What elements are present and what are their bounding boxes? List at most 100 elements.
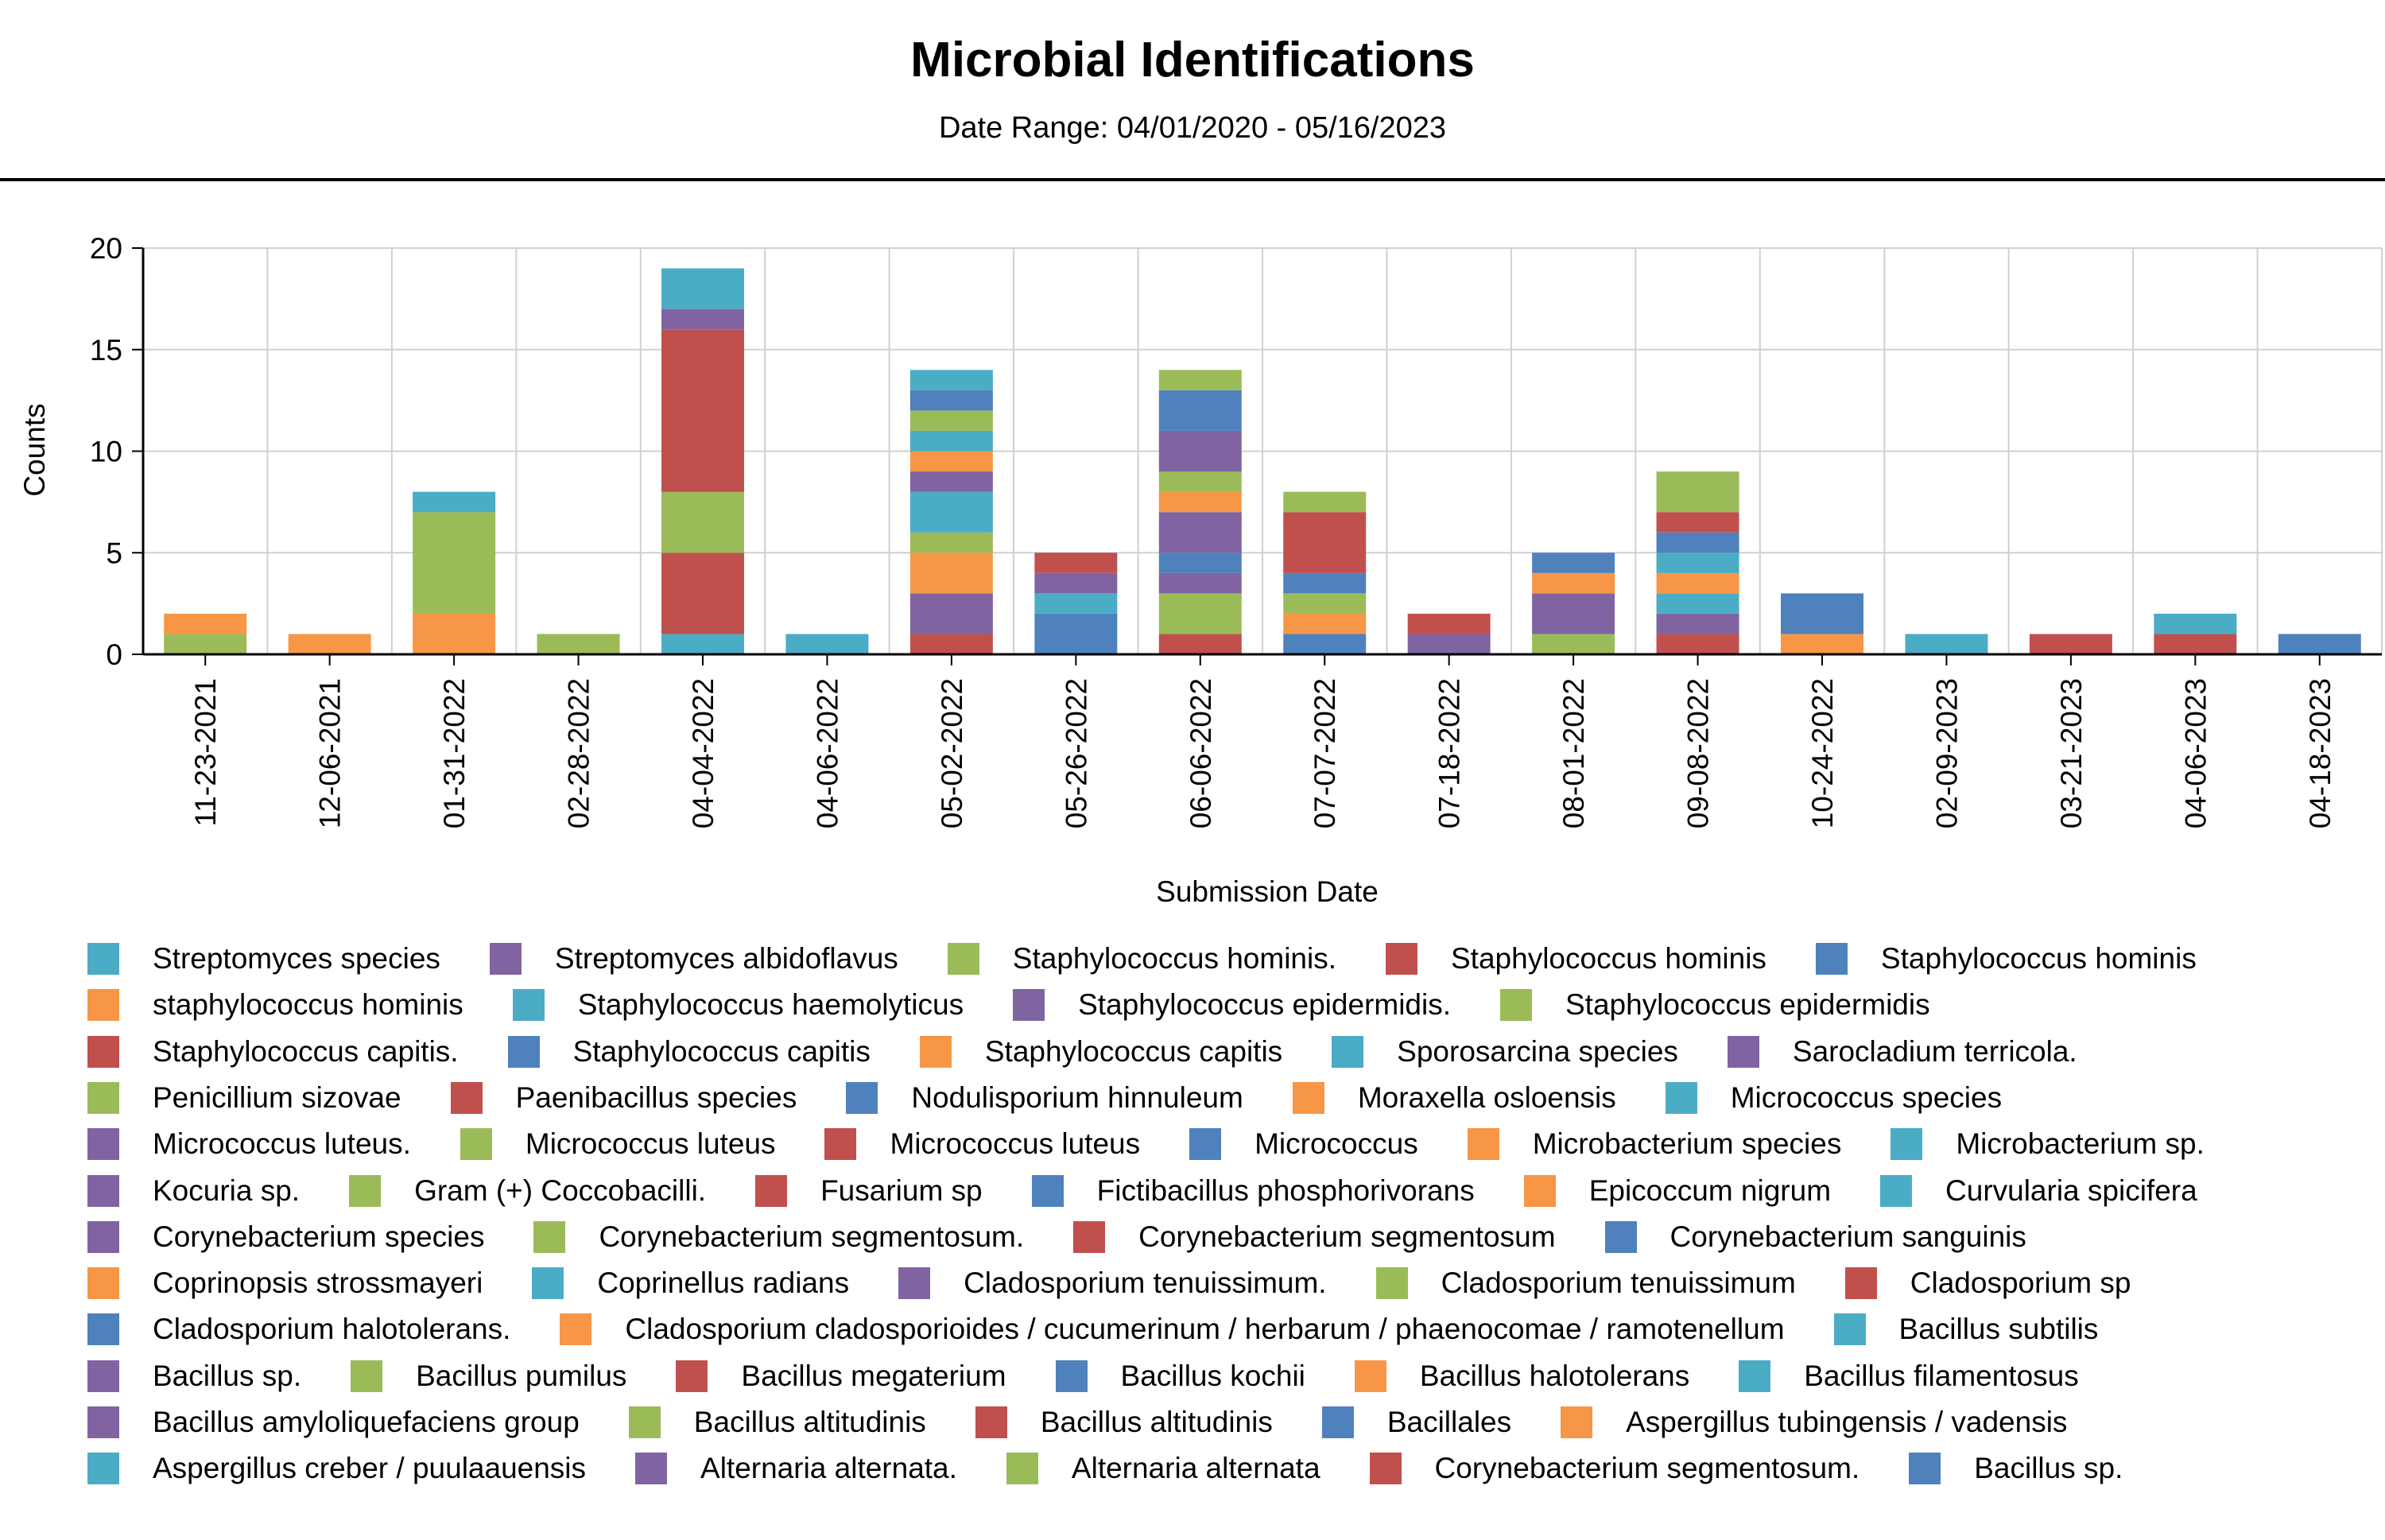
bar-segment — [1656, 512, 1739, 533]
bar-segment — [661, 268, 744, 309]
legend-label: Staphylococcus hominis. — [1012, 942, 1336, 975]
bar-segment — [661, 491, 744, 553]
bar-segment — [2154, 613, 2237, 634]
legend-swatch — [1604, 1221, 1637, 1253]
legend-label: Staphylococcus epidermidis. — [1078, 988, 1451, 1021]
legend-label: Micrococcus luteus. — [153, 1127, 411, 1160]
chart-subtitle: Date Range: 04/01/2020 - 05/16/2023 — [938, 111, 1447, 145]
legend-swatch — [489, 943, 522, 975]
bar-segment — [1283, 634, 1367, 654]
bar-segment — [909, 491, 993, 533]
legend-label: Staphylococcus haemolyticus — [577, 988, 964, 1021]
legend-swatch — [919, 1036, 952, 1068]
legend-swatch — [1499, 989, 1532, 1021]
legend-label: Penicillium sizovae — [153, 1081, 401, 1114]
legend-label: Aspergillus tubingensis / vadensis — [1626, 1406, 2068, 1438]
x-tick-label: 04-06-2023 — [2179, 678, 2212, 828]
x-tick-label: 01-31-2022 — [438, 678, 471, 828]
bar-segment — [1656, 613, 1739, 634]
legend-swatch — [87, 943, 119, 975]
x-tick-label: 05-02-2022 — [936, 678, 968, 828]
bar-segment — [661, 634, 744, 654]
legend-label: Bacillus altitudinis — [1040, 1406, 1273, 1438]
x-tick-label: 04-18-2023 — [2304, 678, 2337, 828]
legend-swatch — [1006, 1453, 1038, 1484]
legend-swatch — [532, 1267, 564, 1299]
legend-label: Coprinellus radians — [597, 1267, 850, 1299]
legend-swatch — [676, 1360, 708, 1392]
legend-swatch — [1321, 1406, 1354, 1438]
legend-swatch — [1031, 1175, 1064, 1207]
bar-segment — [1905, 634, 1988, 654]
legend-swatch — [1189, 1128, 1222, 1160]
bar-segment — [1283, 593, 1367, 614]
bar-segment — [1283, 613, 1367, 634]
bar-segment — [1656, 553, 1739, 573]
legend-swatch — [87, 1360, 119, 1392]
bar-segment — [1656, 593, 1739, 614]
legend-label: Fusarium sp — [820, 1174, 983, 1207]
legend-swatch — [87, 1128, 119, 1160]
legend-label: Moraxella osloensis — [1357, 1081, 1616, 1114]
bar-segment — [1532, 593, 1615, 634]
bar-segment — [1158, 634, 1242, 654]
legend-swatch — [1844, 1267, 1877, 1299]
legend-label: Bacillus sp. — [153, 1360, 302, 1392]
legend-label: Sporosarcina species — [1397, 1035, 1678, 1068]
x-tick-label: 02-09-2023 — [1930, 678, 1963, 828]
bar-segment — [413, 491, 496, 513]
y-axis-label: Counts — [18, 403, 51, 496]
legend-label: Staphylococcus capitis. — [153, 1035, 459, 1068]
legend-label: Micrococcus luteus — [890, 1127, 1141, 1160]
legend-swatch — [1013, 989, 1045, 1021]
bar-segment — [1034, 613, 1118, 654]
legend-label: Streptomyces species — [153, 942, 440, 975]
bar-segment — [1158, 593, 1242, 634]
bar-segment — [2029, 634, 2112, 654]
legend-swatch — [1055, 1360, 1088, 1392]
legend-swatch — [1739, 1360, 1771, 1392]
legend-label: Epicoccum nigrum — [1588, 1174, 1832, 1207]
legend-swatch — [846, 1082, 878, 1114]
bar-segment — [1034, 572, 1118, 594]
legend-label: Paenibacillus species — [515, 1081, 797, 1114]
bar-segment — [537, 634, 620, 654]
y-tick-label: 10 — [90, 436, 122, 468]
legend-swatch — [87, 1267, 119, 1299]
bar-segment — [2278, 634, 2361, 654]
bar-segment — [1656, 572, 1739, 594]
x-tick-label: 09-08-2022 — [1682, 678, 1715, 828]
legend-swatch — [1665, 1082, 1697, 1114]
bar-segment — [1283, 512, 1367, 573]
legend-swatch — [1369, 1453, 1402, 1484]
legend-swatch — [87, 1082, 119, 1114]
legend-label: Nodulisporium hinnuleum — [911, 1081, 1243, 1114]
x-tick-label: 05-26-2022 — [1060, 678, 1092, 828]
bar-segment — [1781, 593, 1863, 634]
bar-segment — [1283, 491, 1367, 513]
x-tick-label: 03-21-2023 — [2055, 678, 2088, 828]
legend-label: Staphylococcus hominis — [1880, 942, 2197, 975]
x-tick-label: 08-01-2022 — [1557, 678, 1590, 828]
legend-label: staphylococcus hominis — [153, 988, 463, 1021]
bar-segment — [909, 532, 993, 553]
legend-swatch — [975, 1406, 1007, 1438]
x-tick-label: 10-24-2022 — [1806, 678, 1839, 828]
legend-label: Cladosporium tenuissimum — [1441, 1267, 1796, 1299]
legend-swatch — [947, 943, 979, 975]
legend-swatch — [87, 1175, 119, 1207]
legend-swatch — [1375, 1267, 1408, 1299]
legend-label: Corynebacterium segmentosum — [1138, 1220, 1556, 1253]
y-tick-label: 20 — [90, 232, 122, 265]
legend-label: Staphylococcus epidermidis — [1565, 988, 1930, 1021]
legend-swatch — [560, 1313, 592, 1345]
legend-label: Staphylococcus capitis — [984, 1035, 1283, 1068]
legend-label: Staphylococcus hominis — [1451, 942, 1766, 975]
legend-label: Alternaria alternata — [1071, 1452, 1320, 1484]
legend-label: Bacillus amyloliquefaciens group — [153, 1406, 580, 1438]
bar-segment — [1158, 512, 1242, 553]
legend-label: Cladosporium sp — [1910, 1267, 2131, 1299]
legend-swatch — [349, 1175, 382, 1207]
bar-segment — [1158, 553, 1242, 573]
legend-label: Bacillus altitudinis — [693, 1406, 926, 1438]
